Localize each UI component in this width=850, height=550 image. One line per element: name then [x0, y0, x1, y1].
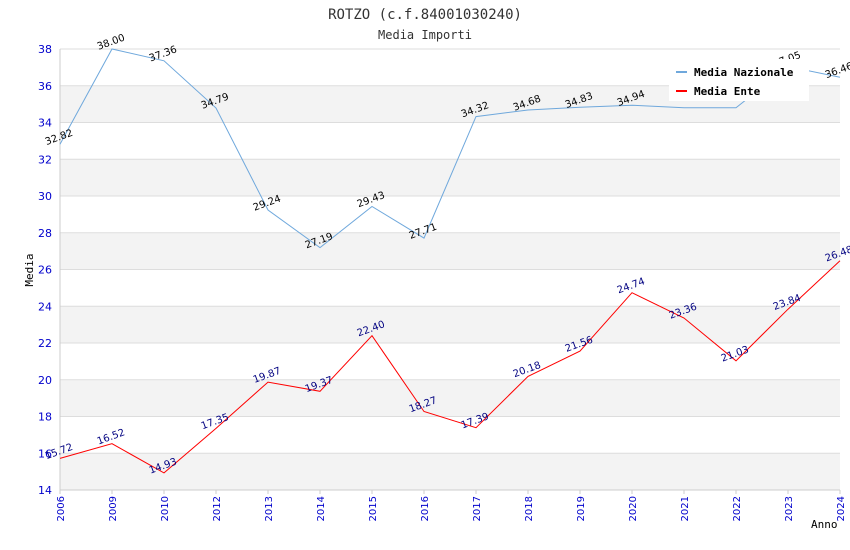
legend: Media Nazionale Media Ente: [669, 59, 809, 101]
y-tick-label: 22: [38, 337, 52, 350]
x-tick-label: 2015: [368, 496, 379, 521]
y-tick-label: 38: [38, 43, 52, 56]
x-tick-label: 2009: [108, 496, 119, 521]
plot-band: [60, 122, 840, 160]
y-tick-label: 20: [38, 374, 52, 387]
plot-band: [60, 196, 840, 233]
y-tick-label: 16: [38, 447, 52, 460]
x-tick-label: 2006: [56, 496, 67, 521]
x-tick-label: 2018: [524, 496, 535, 521]
x-axis: 2006 2009 2010 2012 2013 2014 2015 2016 2017 2018…: [56, 490, 847, 521]
x-tick-label: 2021: [680, 496, 691, 521]
x-tick-label: 2014: [316, 496, 327, 521]
chart-title: ROTZO (c.f.84001030240): [328, 7, 522, 23]
plot-bands: [59, 48, 840, 491]
y-axis-label: Media: [23, 253, 36, 286]
plot-band: [60, 416, 840, 454]
plot-band: [60, 453, 840, 490]
x-tick-label: 2019: [576, 496, 587, 521]
legend-label: Media Nazionale: [694, 66, 794, 79]
x-tick-label: 2013: [264, 496, 275, 521]
series-line-media-ente: [59, 260, 841, 474]
plot-band: [60, 343, 840, 380]
x-tick-label: 2016: [420, 496, 431, 521]
x-tick-label: 2022: [732, 496, 743, 521]
chart-subtitle: Media Importi: [378, 28, 472, 42]
y-tick-label: 28: [38, 227, 52, 240]
y-tick-label: 18: [38, 411, 52, 424]
x-tick-label: 2017: [472, 496, 483, 521]
x-tick-label: 2024: [836, 496, 847, 521]
y-tick-label: 26: [38, 264, 52, 277]
plot-band: [60, 232, 840, 270]
y-tick-label: 14: [38, 484, 52, 497]
y-axis: 14 16 18 20 22 24 26 28 30 32 34 36 38: [38, 43, 52, 497]
y-tick-label: 30: [38, 190, 52, 203]
plot-band: [60, 306, 840, 343]
x-tick-label: 2020: [628, 496, 639, 521]
x-tick-label: 2023: [784, 496, 795, 521]
series-lines: [59, 48, 841, 474]
x-axis-label: Anno: [811, 518, 838, 531]
y-tick-label: 32: [38, 153, 52, 166]
y-tick-label: 34: [38, 117, 52, 130]
series-line-media-nazionale: [59, 48, 841, 249]
legend-label: Media Ente: [694, 85, 761, 98]
x-tick-label: 2010: [160, 496, 171, 521]
y-tick-label: 24: [38, 300, 52, 313]
legend-box: [669, 59, 809, 101]
y-tick-label: 36: [38, 80, 52, 93]
plot-band: [60, 379, 840, 417]
x-tick-label: 2012: [212, 496, 223, 521]
plot-band: [60, 269, 840, 307]
